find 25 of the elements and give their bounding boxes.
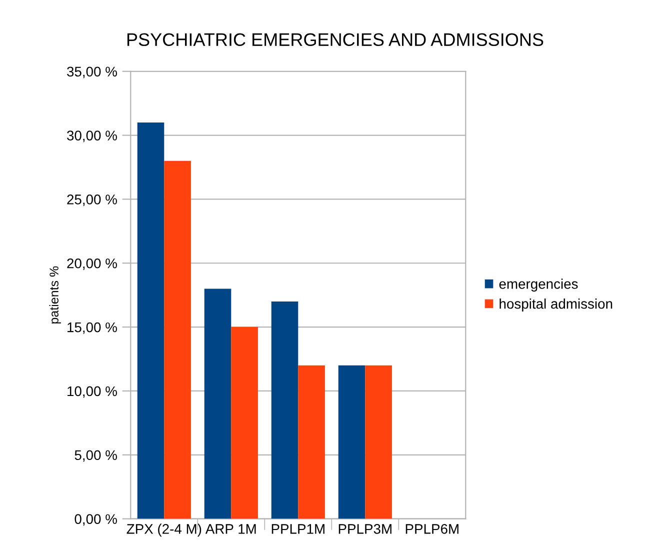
y-tick-label: 25,00 % (67, 194, 117, 206)
y-tick-label: 0,00 % (74, 514, 117, 526)
y-tick-label: 10,00 % (68, 386, 117, 398)
y-tick-label: 30,00 % (67, 130, 117, 142)
x-tick-label: PPLP6M (406, 524, 458, 534)
bar (365, 365, 392, 519)
x-tick-label: ARP 1M (205, 524, 256, 534)
legend-label: emergencies (499, 278, 578, 292)
bar (164, 160, 191, 519)
bar (338, 365, 366, 519)
y-axis-title: patients % (49, 266, 61, 324)
bar (137, 122, 164, 519)
y-tick-label: 15,00 % (68, 322, 117, 334)
legend-label: hospital admission (500, 298, 612, 312)
bar (231, 327, 258, 519)
x-tick-label: PPLP3M (338, 524, 392, 534)
bar (298, 365, 325, 519)
x-tick-label: PPLP1M (272, 524, 324, 534)
bar (204, 288, 232, 519)
y-tick-label: 20,00 % (67, 258, 117, 270)
y-tick-label: 5,00 % (74, 450, 117, 462)
x-tick-label: ZPX (2-4 M) (126, 524, 202, 537)
chart-title: PSYCHIATRIC EMERGENCIES AND ADMISSIONS (127, 33, 544, 46)
y-tick-label: 35,00 % (67, 66, 117, 78)
bar (271, 301, 298, 519)
